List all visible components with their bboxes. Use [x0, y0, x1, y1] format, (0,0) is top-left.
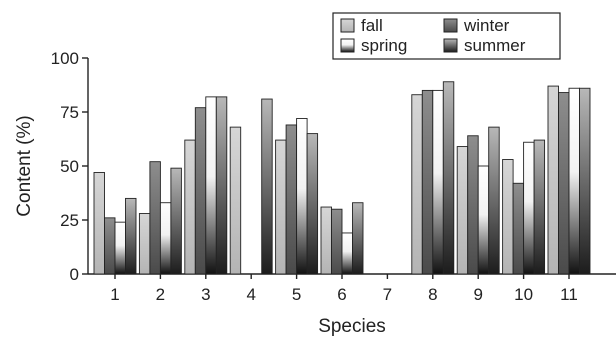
legend-swatch-winter: [443, 18, 458, 33]
bar-fall-3: [184, 139, 196, 275]
legend-label-fall: fall: [361, 16, 383, 35]
x-tick-label: 6: [337, 285, 346, 304]
bar-winter-8: [421, 89, 434, 275]
legend-label-spring: spring: [361, 36, 407, 55]
x-tick-label: 7: [383, 285, 392, 304]
bar-spring-8: [432, 89, 444, 275]
bar-winter-1: [104, 217, 116, 275]
x-tick-label: 9: [473, 285, 482, 304]
bar-fall-9: [456, 146, 469, 275]
y-axis-title: Content (%): [14, 115, 35, 216]
y-ticks: 0 25 50 75 100: [51, 49, 88, 284]
bar-fall-1: [93, 172, 105, 275]
bar-summer-1: [125, 197, 137, 275]
bar-fall-5: [275, 139, 287, 275]
x-tick-label: 8: [428, 285, 437, 304]
bar-summer-8: [442, 81, 455, 275]
bar-fall-6: [320, 206, 332, 275]
bar-summer-5: [306, 133, 319, 275]
legend-swatch-fall: [340, 18, 355, 33]
bar-spring-10: [523, 141, 535, 275]
legend-swatch-spring: [340, 38, 355, 53]
bar-spring-3: [205, 96, 217, 275]
bar-winter-6: [331, 208, 343, 275]
x-tick-label: 11: [560, 285, 578, 304]
legend-swatch-summer: [443, 38, 458, 53]
y-tick-label: 25: [60, 211, 79, 230]
y-tick-label: 0: [70, 265, 79, 284]
bar-fall-2: [138, 213, 151, 275]
bar-summer-9: [488, 126, 500, 275]
bar-winter-10: [512, 182, 525, 275]
bar-winter-9: [467, 135, 479, 275]
x-ticks: 1 2 3 4 5 6 7 8 9 10 11: [110, 274, 578, 304]
legend-label-summer: summer: [464, 36, 526, 55]
x-tick-label: 2: [156, 285, 165, 304]
bar-summer-4: [261, 98, 273, 275]
y-tick-label: 100: [51, 49, 79, 68]
bar-winter-11: [558, 92, 570, 275]
bar-winter-3: [194, 107, 207, 275]
x-tick-label: 10: [514, 285, 533, 304]
bar-fall-10: [502, 159, 514, 275]
bars: [93, 81, 591, 275]
x-tick-label: 4: [246, 285, 255, 304]
bar-fall-4: [229, 126, 242, 275]
legend: fall winter spring summer: [332, 12, 561, 60]
bar-spring-9: [477, 165, 490, 275]
y-tick-label: 75: [60, 103, 79, 122]
bar-spring-6: [341, 232, 353, 275]
y-tick-label: 50: [60, 157, 79, 176]
bar-winter-2: [149, 161, 161, 275]
x-tick-label: 3: [201, 285, 210, 304]
bar-summer-3: [215, 96, 228, 275]
x-tick-label: 1: [110, 285, 119, 304]
legend-label-winter: winter: [463, 16, 510, 35]
bar-summer-6: [352, 202, 364, 275]
bar-fall-8: [411, 94, 423, 275]
bar-winter-5: [285, 124, 298, 275]
bar-spring-1: [114, 221, 126, 275]
bar-spring-11: [568, 87, 580, 275]
x-tick-label: 5: [292, 285, 301, 304]
bar-summer-2: [170, 167, 182, 275]
x-axis-title: Species: [318, 316, 386, 337]
bar-spring-2: [159, 202, 172, 275]
bar-fall-11: [547, 85, 559, 275]
bar-summer-10: [533, 139, 546, 275]
bar-summer-11: [579, 87, 591, 275]
bar-spring-5: [296, 118, 308, 275]
